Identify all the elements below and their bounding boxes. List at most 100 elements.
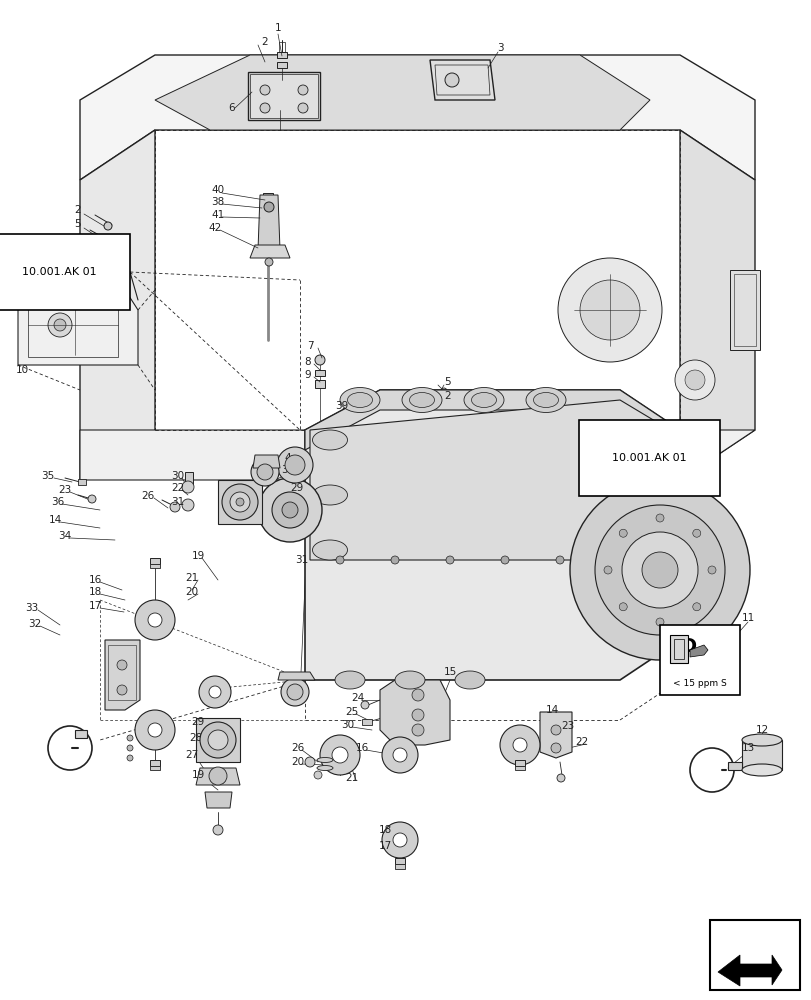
Text: 19: 19 [191,770,204,780]
Text: 18: 18 [378,825,391,835]
Bar [669,635,687,663]
Circle shape [557,258,661,362]
Text: 20: 20 [291,757,304,767]
Ellipse shape [526,387,565,412]
Bar [150,760,160,766]
Text: 12: 12 [754,725,768,735]
Polygon shape [195,768,240,785]
Polygon shape [250,245,290,258]
Bar [315,370,324,376]
Bar [277,52,286,58]
Polygon shape [679,130,754,480]
Circle shape [445,556,453,564]
Polygon shape [80,430,754,480]
Circle shape [48,313,72,337]
Circle shape [221,484,258,520]
Text: 14: 14 [49,515,62,525]
Bar [263,193,272,205]
Circle shape [621,532,697,608]
Circle shape [320,735,359,775]
Text: 2: 2 [261,37,268,47]
Circle shape [411,709,423,721]
Circle shape [182,499,194,511]
Circle shape [285,455,305,475]
Text: 30: 30 [341,720,354,730]
Text: 34: 34 [58,531,71,541]
Polygon shape [253,455,280,468]
Circle shape [411,689,423,701]
Text: 14: 14 [545,705,558,715]
Text: 31: 31 [295,555,308,565]
Ellipse shape [347,392,372,408]
Circle shape [200,722,236,758]
Circle shape [88,495,96,503]
Circle shape [277,447,312,483]
Circle shape [135,710,175,750]
Text: 36: 36 [51,497,65,507]
Bar [108,645,135,700]
Text: 29: 29 [191,717,204,727]
Circle shape [230,492,250,512]
Text: 20: 20 [185,587,199,597]
Text: 42: 42 [208,223,221,233]
Text: 35: 35 [41,471,54,481]
Circle shape [556,774,564,782]
Bar [277,62,286,68]
Ellipse shape [312,430,347,450]
Circle shape [332,747,348,763]
Circle shape [444,73,458,87]
Circle shape [692,603,700,611]
Polygon shape [18,282,138,365]
Circle shape [569,480,749,660]
Circle shape [251,458,279,486]
Text: 17: 17 [88,601,101,611]
Circle shape [127,755,133,761]
Circle shape [305,757,315,767]
Polygon shape [247,72,320,120]
Text: 15: 15 [443,667,456,677]
Text: 19: 19 [191,551,204,561]
Polygon shape [380,680,449,745]
Circle shape [281,502,298,518]
Circle shape [551,743,560,753]
Bar [659,625,739,695]
Text: 31: 31 [171,497,184,507]
Text: 13: 13 [740,743,753,753]
Circle shape [440,388,446,394]
Circle shape [236,498,243,506]
Polygon shape [539,712,571,758]
Text: 33: 33 [25,603,39,613]
Circle shape [642,552,677,588]
Text: 39: 39 [335,401,348,411]
Circle shape [101,238,107,244]
Text: 29: 29 [290,483,303,493]
Circle shape [692,529,700,537]
Circle shape [208,686,221,698]
Text: < 15 ppm S: < 15 ppm S [672,678,726,688]
Circle shape [127,745,133,751]
Bar [709,920,799,990]
Text: 10.001.AK 01: 10.001.AK 01 [611,453,686,463]
Circle shape [684,370,704,390]
Text: 2: 2 [75,205,81,215]
Circle shape [135,600,175,640]
Text: 4: 4 [285,453,291,463]
Text: 30: 30 [171,471,184,481]
Polygon shape [310,400,669,560]
Polygon shape [277,672,315,680]
Circle shape [619,529,626,537]
Bar [28,292,118,357]
Bar [195,718,240,762]
Circle shape [500,725,539,765]
Text: 1: 1 [274,23,281,33]
Circle shape [286,684,303,700]
Circle shape [594,505,724,635]
Polygon shape [258,195,280,250]
Ellipse shape [741,734,781,746]
Ellipse shape [533,392,558,408]
Ellipse shape [463,387,504,412]
Polygon shape [105,640,139,710]
Circle shape [272,492,307,528]
Circle shape [260,103,270,113]
Text: 16: 16 [355,743,368,753]
